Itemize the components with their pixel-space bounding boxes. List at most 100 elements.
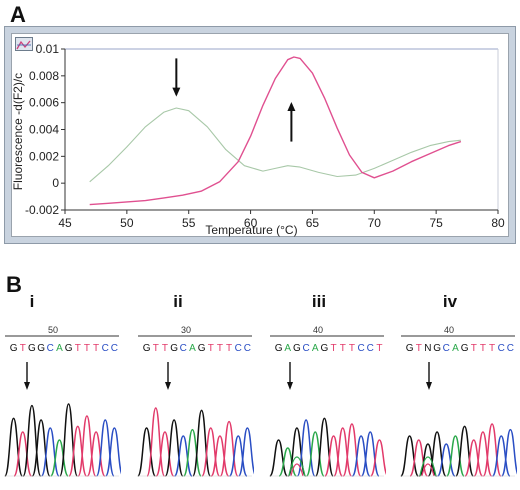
- base-call: T: [340, 343, 346, 354]
- chromatogram-peak: [192, 409, 212, 477]
- chromatogram-peak: [333, 427, 353, 477]
- melt-curve-chart: -0.002 0 0.002 0.004 0.006 0.008 0.01 45 50 55 60 6…: [12, 42, 505, 237]
- trace-label-iv: iv: [442, 292, 458, 311]
- base-call: C: [235, 343, 242, 354]
- chromatogram-peak: [49, 439, 69, 477]
- base-call: T: [75, 343, 81, 354]
- chromatogram-peak: [464, 439, 484, 477]
- base-call: C: [443, 343, 450, 354]
- base-call: G: [275, 343, 283, 354]
- chromatogram-peak: [278, 447, 298, 477]
- x-tick-label: 50: [120, 216, 134, 230]
- y-axis-title: Fluorescence -d(F2)/c: [12, 73, 25, 190]
- mutation-arrowhead: [287, 382, 293, 390]
- chromatogram-peak: [13, 431, 33, 477]
- chromatogram-peak: [219, 420, 239, 477]
- base-call: T: [162, 343, 168, 354]
- chromatogram-peak: [40, 427, 60, 477]
- chromatogram-peak: [210, 435, 230, 477]
- peak-arrowhead-down: [172, 87, 181, 97]
- chromatogram-peak: [182, 428, 202, 477]
- base-call: A: [56, 343, 63, 354]
- chromatogram-peak: [86, 431, 106, 477]
- y-tick-label: 0.006: [29, 96, 59, 110]
- base-call: G: [10, 343, 18, 354]
- base-call: C: [498, 343, 505, 354]
- chromatogram-peak: [427, 431, 447, 477]
- sequence-trace-iv: 40 G T N G C A G T T T C C: [399, 324, 517, 480]
- chromatogram-peak: [305, 431, 325, 477]
- chromatogram-peak: [228, 435, 248, 477]
- x-tick-label: 80: [491, 216, 505, 230]
- base-call: T: [331, 343, 337, 354]
- base-call: C: [180, 343, 187, 354]
- x-tick-label: 45: [58, 216, 72, 230]
- base-call: T: [93, 343, 99, 354]
- base-call: T: [349, 343, 355, 354]
- base-call: T: [416, 343, 422, 354]
- melt-curve-plot-area: -0.002 0 0.002 0.004 0.006 0.008 0.01 45 50 55 60 6…: [11, 33, 509, 237]
- base-call: C: [47, 343, 54, 354]
- trace-position-label: 30: [181, 325, 191, 335]
- base-call: G: [321, 343, 329, 354]
- base-call: C: [244, 343, 251, 354]
- x-tick-label: 75: [429, 216, 443, 230]
- chromatogram-peak: [436, 443, 456, 477]
- y-tick-label: 0: [52, 176, 59, 190]
- melt-curve-window: -0.002 0 0.002 0.004 0.006 0.008 0.01 45 50 55 60 6…: [4, 26, 516, 244]
- y-tick-label: 0.002: [29, 149, 59, 163]
- base-call: G: [37, 343, 45, 354]
- base-call: G: [170, 343, 178, 354]
- base-call: G: [293, 343, 301, 354]
- chromatogram-secondary-peak: [421, 463, 435, 477]
- trace-position-label: 40: [313, 325, 323, 335]
- chromatogram-peak: [500, 428, 517, 477]
- trace-label-ii: ii: [173, 292, 183, 311]
- base-call: T: [471, 343, 477, 354]
- base-call: G: [143, 343, 151, 354]
- base-call: G: [433, 343, 441, 354]
- x-tick-label: 55: [182, 216, 196, 230]
- chromatogram-secondary-peak: [290, 463, 304, 477]
- mutation-arrowhead: [426, 382, 432, 390]
- chromatogram-secondary-peak: [288, 456, 306, 477]
- chromatogram-peak: [104, 427, 121, 477]
- base-call: C: [507, 343, 514, 354]
- y-tick-label: 0.008: [29, 69, 59, 83]
- base-call: T: [489, 343, 495, 354]
- chromatogram-peak: [491, 435, 511, 477]
- chromatogram-peak: [482, 423, 502, 477]
- chromatogram-peak: [95, 419, 115, 477]
- base-call: T: [84, 343, 90, 354]
- chromatogram-peak: [324, 435, 344, 477]
- trace-position-label: 50: [48, 325, 58, 335]
- base-call: C: [111, 343, 118, 354]
- base-call: G: [198, 343, 206, 354]
- panel-a-label: A: [10, 2, 26, 27]
- chromatogram-peak: [201, 427, 221, 477]
- x-tick-label: 65: [306, 216, 320, 230]
- y-tick-label: -0.002: [25, 203, 59, 217]
- panel-b-label: B: [6, 272, 22, 297]
- y-tick-label: 0.01: [36, 42, 60, 56]
- chromatogram-peak: [314, 417, 334, 477]
- chromatogram-peak: [418, 443, 438, 477]
- base-call: A: [452, 343, 459, 354]
- chromatogram-peak: [342, 423, 362, 477]
- chromatogram-peak: [455, 425, 475, 477]
- x-tick-label: 60: [244, 216, 258, 230]
- sequence-trace-iii: 40 G A G C A G T T T C C T: [268, 324, 386, 480]
- chromatogram-peak: [173, 435, 193, 477]
- chromatogram-peak: [31, 419, 51, 477]
- base-call: T: [208, 343, 214, 354]
- base-call: C: [357, 343, 364, 354]
- base-call: G: [406, 343, 414, 354]
- trace-label-i: i: [29, 292, 35, 311]
- base-call: A: [284, 343, 291, 354]
- sequence-trace-ii: 30 G T T G C A G T T T C C: [136, 324, 254, 480]
- chromatogram-peak: [473, 431, 493, 477]
- chromatogram-peak: [369, 439, 386, 477]
- plot-options-icon[interactable]: [15, 37, 33, 51]
- melt-series-2: [89, 56, 462, 206]
- chromatogram-peak: [77, 415, 97, 477]
